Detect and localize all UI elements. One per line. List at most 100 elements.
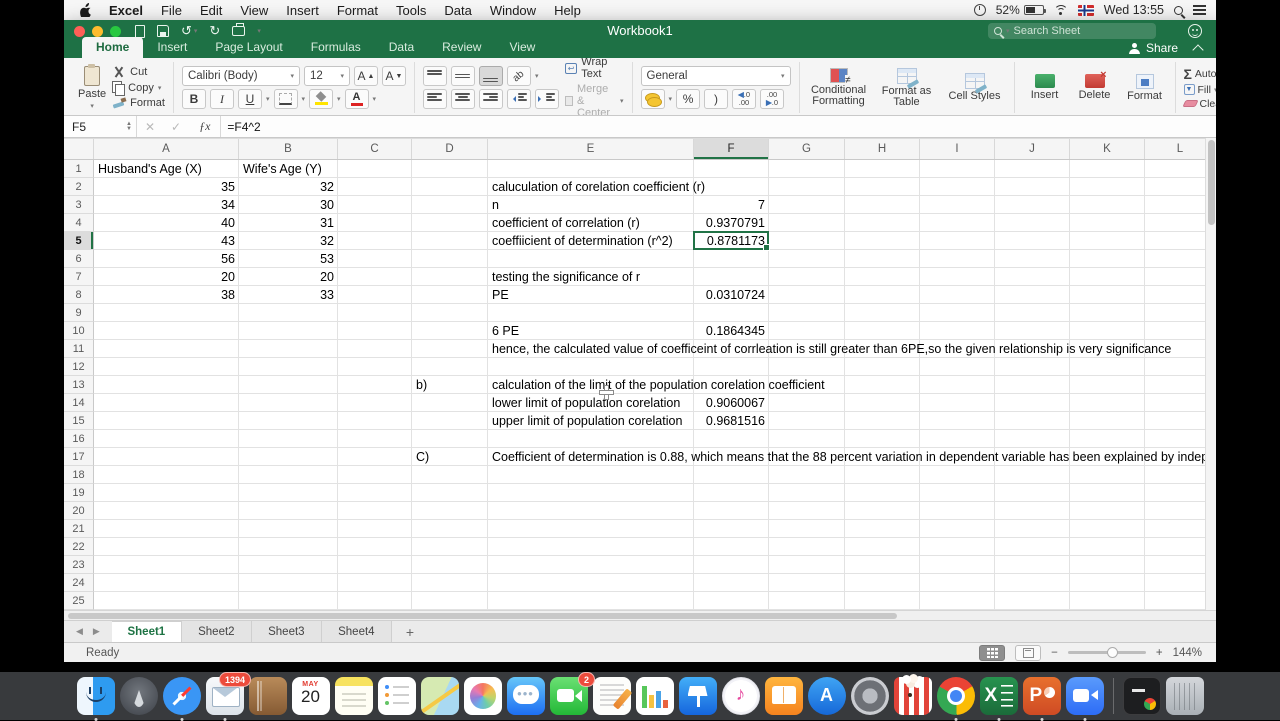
row-header-24[interactable]: 24 <box>64 574 94 592</box>
align-top-button[interactable] <box>423 66 447 86</box>
battery-indicator[interactable]: 52% <box>996 3 1044 17</box>
cell-D13[interactable]: b) <box>412 376 431 394</box>
column-header-C[interactable]: C <box>338 139 412 159</box>
fill-button[interactable]: ▼Fill▾ <box>1184 84 1216 96</box>
zoom-in-button[interactable]: + <box>1156 647 1163 659</box>
row-header-2[interactable]: 2 <box>64 178 94 196</box>
wifi-icon[interactable] <box>1054 5 1068 16</box>
row-header-25[interactable]: 25 <box>64 592 94 610</box>
cell-styles-button[interactable]: Cell Styles <box>944 73 1006 102</box>
add-sheet-button[interactable]: + <box>392 621 428 642</box>
underline-button[interactable]: U <box>238 89 262 109</box>
dock-icon-popcorn[interactable] <box>894 677 932 715</box>
select-all-corner[interactable] <box>64 139 94 159</box>
borders-button[interactable] <box>274 89 298 109</box>
tab-formulas[interactable]: Formulas <box>297 37 375 58</box>
format-painter-button[interactable]: Format <box>112 97 165 109</box>
bold-button[interactable]: B <box>182 89 206 109</box>
horizontal-scrollbar[interactable] <box>64 610 1216 620</box>
align-left-button[interactable] <box>423 89 447 109</box>
row-header-8[interactable]: 8 <box>64 286 94 304</box>
cell-D17[interactable]: C) <box>412 448 433 466</box>
row-header-10[interactable]: 10 <box>64 322 94 340</box>
column-header-H[interactable]: H <box>845 139 920 159</box>
dock-icon-pages[interactable] <box>593 677 631 715</box>
vertical-scroll-thumb[interactable] <box>1208 140 1215 225</box>
row-header-21[interactable]: 21 <box>64 520 94 538</box>
decrease-font-button[interactable]: A▼ <box>382 66 406 86</box>
column-header-I[interactable]: I <box>920 139 995 159</box>
row-header-11[interactable]: 11 <box>64 340 94 358</box>
orientation-button[interactable]: ab <box>507 66 531 86</box>
conditional-formatting-button[interactable]: Conditional Formatting <box>808 68 870 107</box>
page-layout-view-button[interactable] <box>1015 645 1041 661</box>
menu-item-insert[interactable]: Insert <box>277 3 328 18</box>
dock-icon-launchpad[interactable] <box>120 677 158 715</box>
menu-item-file[interactable]: File <box>152 3 191 18</box>
decrease-indent-button[interactable] <box>507 89 531 109</box>
row-header-17[interactable]: 17 <box>64 448 94 466</box>
autosum-button[interactable]: ΣAutoSum▾ <box>1184 66 1216 82</box>
row-header-9[interactable]: 9 <box>64 304 94 322</box>
number-format-select[interactable]: General▾ <box>641 66 791 86</box>
sheet-next-arrow[interactable]: ▶ <box>93 626 100 637</box>
cell-F14[interactable]: 0.9060067 <box>694 394 769 412</box>
cell-B1[interactable]: Wife's Age (Y) <box>239 160 326 178</box>
column-header-K[interactable]: K <box>1070 139 1145 159</box>
fullscreen-button[interactable] <box>110 26 121 37</box>
spotlight-icon[interactable] <box>1174 6 1183 15</box>
row-header-1[interactable]: 1 <box>64 160 94 178</box>
row-header-19[interactable]: 19 <box>64 484 94 502</box>
tab-view[interactable]: View <box>495 37 549 58</box>
row-header-12[interactable]: 12 <box>64 358 94 376</box>
format-as-table-button[interactable]: Format as Table <box>876 68 938 108</box>
menu-item-window[interactable]: Window <box>481 3 545 18</box>
cell-F4[interactable]: 0.9370791 <box>694 214 769 232</box>
insert-cells-button[interactable]: Insert <box>1023 74 1067 101</box>
dock-icon-recorder[interactable] <box>1123 677 1161 715</box>
cell-A1[interactable]: Husband's Age (X) <box>94 160 206 178</box>
row-header-14[interactable]: 14 <box>64 394 94 412</box>
dock-icon-notes[interactable] <box>335 677 373 715</box>
align-center-button[interactable] <box>451 89 475 109</box>
dock-icon-reminders[interactable] <box>378 677 416 715</box>
cell-E2[interactable]: caluculation of corelation coefficient (… <box>488 178 709 196</box>
dock-icon-keynote[interactable] <box>679 677 717 715</box>
wrap-text-button[interactable]: ↩Wrap Text <box>565 58 624 80</box>
close-button[interactable] <box>74 26 85 37</box>
search-sheet-box[interactable]: ▾ Search Sheet <box>988 23 1156 39</box>
menu-item-tools[interactable]: Tools <box>387 3 435 18</box>
row-header-18[interactable]: 18 <box>64 466 94 484</box>
font-name-select[interactable]: Calibri (Body)▾ <box>182 66 300 86</box>
tab-home[interactable]: Home <box>82 37 143 58</box>
vertical-scrollbar[interactable] <box>1205 138 1216 610</box>
sheet-tab-sheet1[interactable]: Sheet1 <box>112 621 182 642</box>
cell-F10[interactable]: 0.1864345 <box>694 322 769 340</box>
cell-E15[interactable]: upper limit of population corelation <box>488 412 686 430</box>
tab-insert[interactable]: Insert <box>143 37 201 58</box>
dock-icon-maps[interactable] <box>421 677 459 715</box>
cell-A7[interactable]: 20 <box>94 268 239 286</box>
dock-icon-ibooks[interactable] <box>765 677 803 715</box>
zoom-slider-thumb[interactable] <box>1107 647 1118 658</box>
dock-icon-messages[interactable] <box>507 677 545 715</box>
cell-A8[interactable]: 38 <box>94 286 239 304</box>
align-right-button[interactable] <box>479 89 503 109</box>
font-color-button[interactable]: A <box>345 89 369 109</box>
dock-icon-zoom[interactable] <box>1066 677 1104 715</box>
cell-E7[interactable]: testing the significance of r <box>488 268 644 286</box>
dock-icon-itunes[interactable] <box>722 677 760 715</box>
cell-B3[interactable]: 30 <box>239 196 338 214</box>
dock-icon-chrome[interactable] <box>937 677 975 715</box>
menu-item-edit[interactable]: Edit <box>191 3 231 18</box>
print-icon[interactable] <box>232 26 245 36</box>
cell-B5[interactable]: 32 <box>239 232 338 250</box>
dock-icon-sysprefs[interactable] <box>851 677 889 715</box>
cell-E17[interactable]: Coefficient of determination is 0.88, wh… <box>488 448 1212 466</box>
cell-A3[interactable]: 34 <box>94 196 239 214</box>
dock-icon-facetime[interactable]: 2 <box>550 677 588 715</box>
column-header-B[interactable]: B <box>239 139 338 159</box>
column-header-A[interactable]: A <box>94 139 239 159</box>
format-cells-button[interactable]: Format <box>1123 74 1167 102</box>
